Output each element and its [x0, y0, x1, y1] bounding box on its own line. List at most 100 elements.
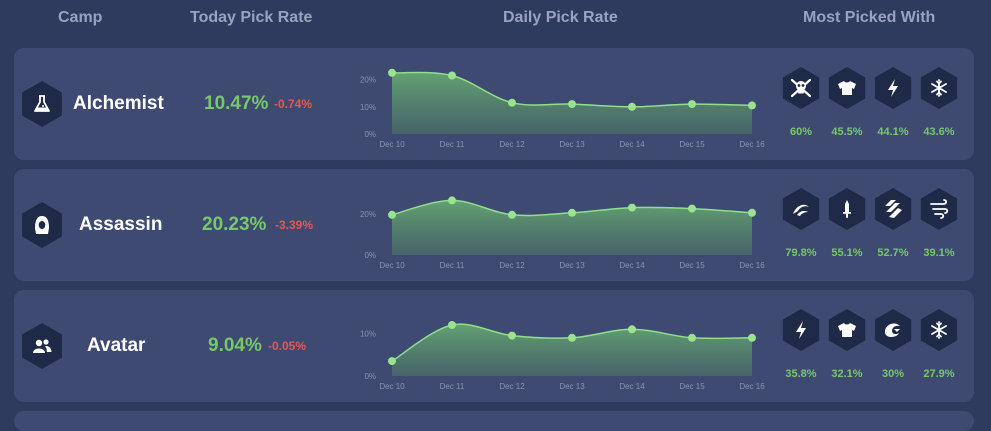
data-point[interactable]	[448, 196, 456, 205]
most-picked-pct: 27.9%	[923, 368, 955, 380]
x-tick-label: Dec 13	[559, 140, 585, 149]
data-point[interactable]	[568, 100, 576, 109]
camp-card-avatar[interactable]: Avatar 9.04% -0.05% 0% 10% Dec 10 Dec 11 Dec 12…	[14, 290, 974, 402]
x-tick-label: Dec 14	[619, 382, 645, 391]
data-point[interactable]	[568, 208, 576, 217]
data-point[interactable]	[388, 357, 396, 366]
flask-icon	[20, 80, 64, 128]
today-pick-rate: 10.47%	[204, 93, 269, 114]
x-tick-label: Dec 11	[440, 140, 465, 149]
data-point[interactable]	[748, 333, 756, 342]
daily-pick-rate-chart: 0% 10% Dec 10 Dec 11 Dec 12 Dec 13 Dec 14 Dec 1…	[360, 321, 765, 391]
most-picked-pct: 30%	[881, 368, 905, 380]
users-icon	[20, 322, 64, 370]
shirt-icon[interactable]	[827, 66, 867, 110]
x-tick-label: Dec 16	[739, 261, 765, 270]
camp-card-alchemist[interactable]: Alchemist 10.47% -0.74% 0% 10% 20% Dec 10 Dec 1…	[14, 48, 974, 160]
y-tick-label: 10%	[360, 103, 376, 112]
x-tick-label: Dec 16	[739, 382, 765, 391]
x-tick-label: Dec 15	[679, 261, 705, 270]
data-point[interactable]	[388, 68, 396, 77]
data-point[interactable]	[448, 321, 456, 329]
daily-pick-rate-chart: 0% 20% Dec 10 Dec 11 Dec 12 Dec 13 Dec 14 Dec 1…	[360, 196, 765, 270]
lightning-icon[interactable]	[873, 66, 913, 110]
y-tick-label: 20%	[360, 76, 376, 85]
header-camp: Camp	[58, 9, 103, 26]
shirt-icon[interactable]	[827, 308, 867, 352]
most-picked-pct: 43.6%	[923, 126, 955, 138]
wind-stripes-icon[interactable]	[873, 187, 913, 231]
dagger-icon[interactable]	[827, 187, 867, 231]
today-pick-rate: 9.04%	[208, 335, 262, 356]
x-tick-label: Dec 13	[559, 382, 585, 391]
most-picked-pct: 39.1%	[923, 247, 955, 259]
x-tick-label: Dec 13	[559, 261, 585, 270]
data-point[interactable]	[508, 331, 516, 340]
most-picked-pct: 45.5%	[831, 126, 863, 138]
x-tick-label: Dec 14	[619, 261, 645, 270]
x-tick-label: Dec 15	[679, 140, 705, 149]
data-point[interactable]	[748, 208, 756, 217]
series-area	[392, 324, 752, 376]
table-header: Camp Today Pick Rate Daily Pick Rate Mos…	[0, 0, 991, 36]
series-area	[392, 200, 752, 255]
x-tick-label: Dec 11	[440, 382, 465, 391]
y-tick-label: 10%	[360, 330, 376, 339]
header-today-pick-rate: Today Pick Rate	[190, 9, 313, 26]
header-daily-pick-rate: Daily Pick Rate	[503, 9, 618, 26]
data-point[interactable]	[748, 101, 756, 110]
data-point[interactable]	[568, 333, 576, 342]
x-tick-label: Dec 14	[619, 140, 645, 149]
wave-icon[interactable]	[873, 308, 913, 352]
most-picked-pct: 55.1%	[831, 247, 863, 259]
hooded-figure-icon	[20, 201, 64, 249]
data-point[interactable]	[688, 333, 696, 342]
x-tick-label: Dec 16	[739, 140, 765, 149]
pick-rate-change: -0.05%	[268, 339, 307, 353]
data-point[interactable]	[628, 203, 636, 212]
most-picked-pct: 79.8%	[785, 247, 817, 259]
today-pick-rate: 20.23%	[202, 214, 267, 235]
x-tick-label: Dec 10	[379, 140, 405, 149]
x-tick-label: Dec 10	[379, 261, 405, 270]
camp-name: Assassin	[79, 214, 163, 235]
skull-crossbones-icon[interactable]	[781, 66, 821, 110]
x-tick-label: Dec 12	[499, 261, 525, 270]
most-picked-pct: 35.8%	[785, 368, 817, 380]
x-tick-label: Dec 10	[379, 382, 405, 391]
x-tick-label: Dec 15	[679, 382, 705, 391]
most-picked-pct: 32.1%	[831, 368, 863, 380]
y-tick-label: 0%	[364, 130, 376, 139]
data-point[interactable]	[508, 210, 516, 219]
y-tick-label: 0%	[364, 251, 376, 260]
whirlwind-icon[interactable]	[919, 187, 959, 231]
data-point[interactable]	[688, 204, 696, 213]
data-point[interactable]	[388, 210, 396, 219]
camp-name: Avatar	[87, 335, 146, 356]
pick-rate-change: -3.39%	[275, 218, 314, 232]
snowflake-icon[interactable]	[919, 308, 959, 352]
data-point[interactable]	[628, 325, 636, 334]
header-most-picked-with: Most Picked With	[803, 9, 936, 26]
pick-rate-change: -0.74%	[274, 97, 313, 111]
camp-card-partial[interactable]	[14, 411, 974, 431]
x-tick-label: Dec 12	[499, 382, 525, 391]
data-point[interactable]	[688, 100, 696, 109]
x-tick-label: Dec 12	[499, 140, 525, 149]
data-point[interactable]	[508, 98, 516, 107]
daily-pick-rate-chart: 0% 10% 20% Dec 10 Dec 11 Dec 12 Dec 13 Dec 14 De…	[360, 68, 765, 149]
series-area	[392, 72, 752, 134]
y-tick-label: 0%	[364, 372, 376, 381]
x-tick-label: Dec 11	[440, 261, 465, 270]
data-point[interactable]	[448, 71, 456, 80]
data-point[interactable]	[628, 102, 636, 111]
most-picked-pct: 52.7%	[877, 247, 909, 259]
camp-card-assassin[interactable]: Assassin 20.23% -3.39% 0% 20% Dec 10 Dec 11 Dec…	[14, 169, 974, 281]
y-tick-label: 20%	[360, 210, 376, 219]
swoosh-icon[interactable]	[781, 187, 821, 231]
snowflake-icon[interactable]	[919, 66, 959, 110]
most-picked-pct: 60%	[789, 126, 813, 138]
lightning-icon[interactable]	[781, 308, 821, 352]
camp-name: Alchemist	[73, 93, 164, 114]
most-picked-pct: 44.1%	[877, 126, 909, 138]
